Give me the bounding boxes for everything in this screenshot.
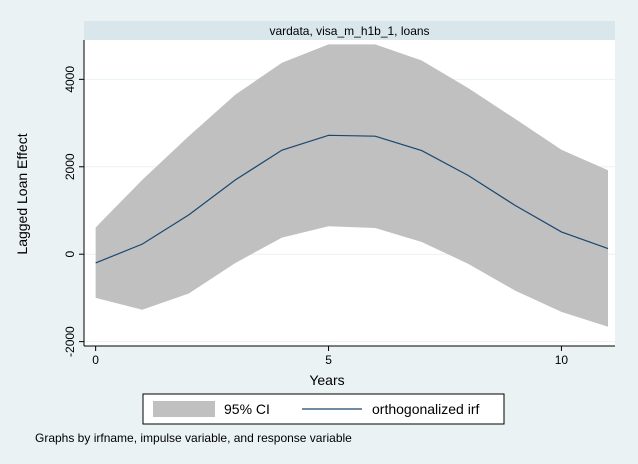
y-tick-label: 2000	[63, 153, 77, 180]
panel-title-strip	[84, 21, 615, 40]
legend-ci-swatch	[153, 401, 215, 417]
ci-band	[95, 44, 609, 327]
x-tick-label: 10	[555, 353, 569, 367]
x-tick-label: 0	[92, 353, 99, 367]
irf-point	[607, 247, 610, 250]
irf-point	[141, 243, 144, 246]
panel-title: vardata, visa_m_h1b_1, loans	[269, 24, 429, 38]
irf-point	[560, 230, 563, 233]
irf-point	[513, 204, 516, 207]
y-tick-label: 0	[63, 251, 77, 258]
legend-ci-label: 95% CI	[224, 401, 270, 417]
y-tick-label: -2000	[63, 326, 77, 357]
legend-irf-label: orthogonalized irf	[372, 401, 480, 417]
x-axis-label: Years	[309, 372, 344, 388]
x-tick-label: 5	[325, 353, 332, 367]
irf-point	[327, 134, 330, 137]
irf-point	[467, 174, 470, 177]
irf-point	[94, 261, 97, 264]
irf-point	[374, 135, 377, 138]
y-axis-label: Lagged Loan Effect	[14, 133, 30, 254]
irf-point	[420, 149, 423, 152]
irf-line	[95, 134, 609, 264]
x-axis-ticks: 0 5 10	[92, 346, 568, 367]
y-axis-ticks: -2000 0 2000 4000	[63, 66, 84, 357]
graph-note: Graphs by irfname, impulse variable, and…	[35, 431, 352, 445]
irf-point	[280, 149, 283, 152]
irf-point	[234, 178, 237, 181]
y-tick-label: 4000	[63, 66, 77, 93]
irf-point	[187, 213, 190, 216]
